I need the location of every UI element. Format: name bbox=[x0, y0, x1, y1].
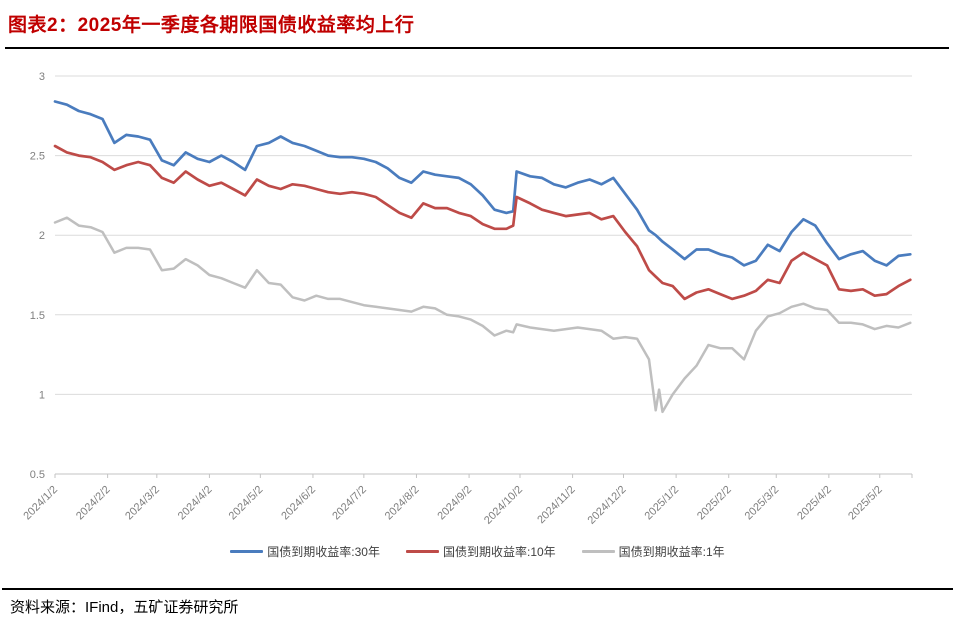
x-axis-tick-label: 2024/10/2 bbox=[482, 484, 525, 527]
y-axis-tick-label: 3 bbox=[39, 71, 45, 83]
x-axis-tick-label: 2024/3/2 bbox=[123, 484, 162, 523]
x-axis-tick-label: 2024/4/2 bbox=[176, 484, 215, 523]
title-divider bbox=[5, 47, 949, 49]
x-axis-tick-label: 2024/7/2 bbox=[330, 484, 369, 523]
legend-item-10y: 国债到期收益率:10年 bbox=[405, 543, 556, 560]
y-axis-tick-label: 2 bbox=[39, 230, 45, 242]
series-line-10y bbox=[53, 144, 912, 301]
x-axis-tick-label: 2025/1/2 bbox=[642, 484, 681, 523]
series-line-30y bbox=[53, 100, 912, 267]
chart-legend: 国债到期收益率:30年 国债到期收益率:10年 国债到期收益率:1年 bbox=[0, 542, 955, 560]
x-axis-tick-label: 2024/11/2 bbox=[535, 484, 578, 527]
x-axis-tick-label: 2024/12/2 bbox=[586, 484, 629, 527]
x-axis-tick-label: 2024/6/2 bbox=[279, 484, 318, 523]
legend-swatch-10y bbox=[405, 549, 439, 553]
x-axis-tick-label: 2024/1/2 bbox=[21, 484, 60, 523]
x-axis-tick-label: 2025/3/2 bbox=[743, 484, 782, 523]
y-axis-tick-label: 1.5 bbox=[30, 310, 45, 322]
legend-label-10y: 国债到期收益率:10年 bbox=[442, 544, 556, 559]
legend-swatch-1y bbox=[581, 549, 615, 553]
source-note: 资料来源：IFind，五矿证券研究所 bbox=[10, 599, 239, 616]
y-axis-tick-label: 0.5 bbox=[30, 469, 45, 481]
y-axis-tick-label: 1 bbox=[39, 389, 45, 401]
chart-canvas: 3 2.5 2 1.5 1 0.5 2024/1/2 2024/2/2 2024/3/2 2024… bbox=[21, 71, 913, 527]
legend-item-30y: 国债到期收益率:30年 bbox=[230, 543, 380, 560]
figure-title: 图表2：2025年一季度各期限国债收益率均上行 bbox=[8, 15, 415, 36]
y-axis-tick-label: 2.5 bbox=[30, 151, 45, 163]
x-axis-tick-label: 2024/8/2 bbox=[383, 484, 422, 523]
x-axis-tick-label: 2024/5/2 bbox=[227, 484, 266, 523]
legend-label-1y: 国债到期收益率:1年 bbox=[618, 544, 725, 559]
x-axis-tick-label: 2024/9/2 bbox=[435, 484, 474, 523]
footer-divider bbox=[2, 588, 953, 590]
x-axis-tick-label: 2025/2/2 bbox=[695, 484, 734, 523]
x-axis-tick-label: 2025/4/2 bbox=[795, 484, 834, 523]
x-axis-tick-label: 2025/5/2 bbox=[846, 484, 885, 523]
x-axis-tick-label: 2024/2/2 bbox=[74, 484, 113, 523]
legend-label-30y: 国债到期收益率:30年 bbox=[267, 544, 380, 559]
legend-item-1y: 国债到期收益率:1年 bbox=[581, 543, 725, 560]
series-line-1y bbox=[53, 216, 912, 414]
legend-swatch-30y bbox=[230, 549, 264, 553]
